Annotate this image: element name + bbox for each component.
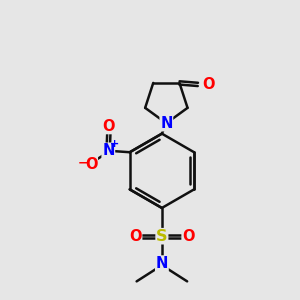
Text: O: O <box>182 229 195 244</box>
Text: O: O <box>103 118 115 134</box>
Text: N: N <box>156 256 168 271</box>
Text: S: S <box>156 229 168 244</box>
Text: O: O <box>85 157 97 172</box>
Text: O: O <box>202 77 215 92</box>
Text: −: − <box>77 156 88 169</box>
Text: N: N <box>102 143 115 158</box>
Text: +: + <box>110 139 119 149</box>
Text: N: N <box>160 116 172 131</box>
Text: O: O <box>129 229 142 244</box>
